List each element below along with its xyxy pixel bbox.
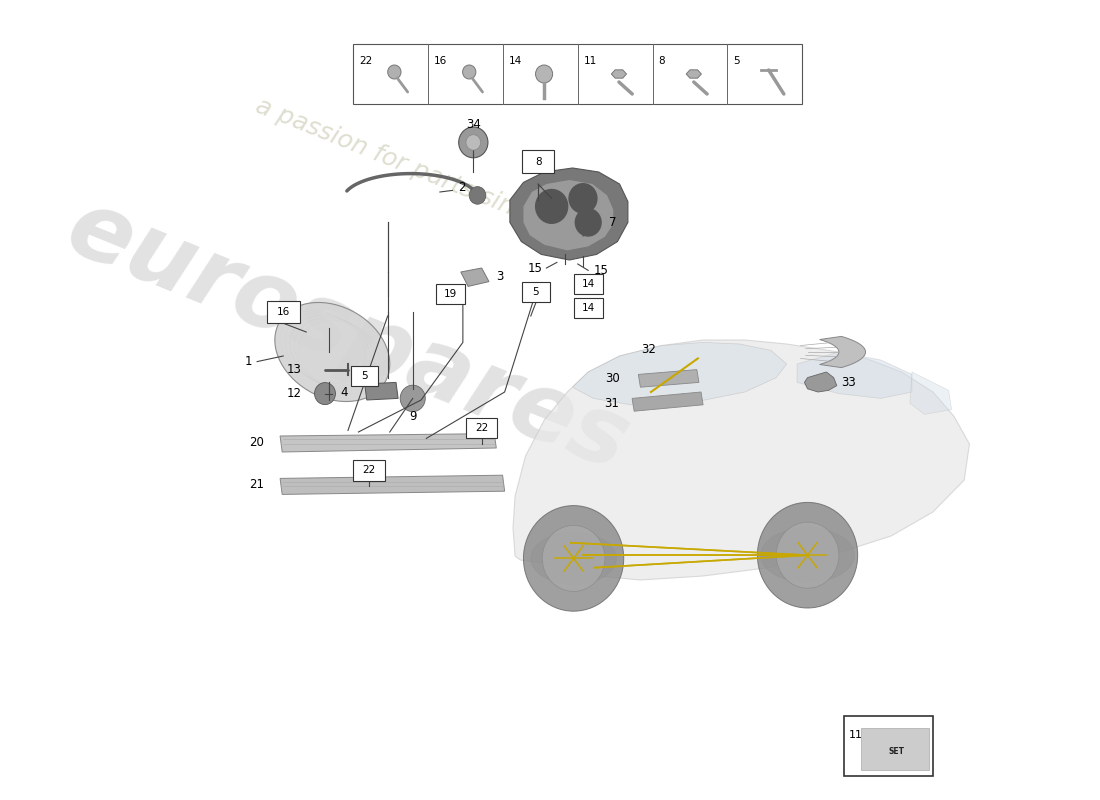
Circle shape <box>463 65 476 79</box>
Bar <box>266 301 300 323</box>
Text: 14: 14 <box>508 56 521 66</box>
Circle shape <box>536 65 552 83</box>
Circle shape <box>315 382 336 405</box>
Circle shape <box>459 127 488 158</box>
Circle shape <box>569 183 597 214</box>
Text: 5: 5 <box>734 56 740 66</box>
Text: a passion for parts since 1985: a passion for parts since 1985 <box>252 94 612 258</box>
Text: 8: 8 <box>535 157 541 166</box>
Polygon shape <box>461 268 490 286</box>
Text: 8: 8 <box>658 56 664 66</box>
Bar <box>353 44 802 104</box>
Text: 15: 15 <box>527 262 542 274</box>
Polygon shape <box>910 372 952 414</box>
Polygon shape <box>612 70 627 78</box>
Polygon shape <box>524 180 614 250</box>
Text: 21: 21 <box>250 478 264 491</box>
Text: 32: 32 <box>641 343 656 356</box>
Polygon shape <box>513 340 969 580</box>
Text: 33: 33 <box>842 376 856 389</box>
Text: 31: 31 <box>605 397 619 410</box>
Text: 34: 34 <box>466 118 481 130</box>
Text: 22: 22 <box>362 466 375 475</box>
Circle shape <box>470 186 486 204</box>
Bar <box>522 282 550 302</box>
Polygon shape <box>572 342 786 406</box>
Polygon shape <box>804 372 837 392</box>
Text: 11: 11 <box>583 56 596 66</box>
Bar <box>522 150 553 173</box>
Polygon shape <box>280 434 496 452</box>
Text: 11: 11 <box>849 730 862 740</box>
Polygon shape <box>632 392 703 411</box>
Bar <box>573 298 603 318</box>
Text: 16: 16 <box>433 56 447 66</box>
Circle shape <box>542 526 605 591</box>
Polygon shape <box>280 475 505 494</box>
Text: 5: 5 <box>362 371 369 381</box>
Polygon shape <box>365 382 398 400</box>
Text: 1: 1 <box>244 355 252 368</box>
Polygon shape <box>686 70 702 78</box>
Bar <box>861 728 930 770</box>
Circle shape <box>777 522 839 588</box>
Polygon shape <box>820 336 866 368</box>
Text: 7: 7 <box>609 216 617 229</box>
Text: 14: 14 <box>582 303 595 313</box>
Text: 12: 12 <box>287 387 303 400</box>
Text: 15: 15 <box>593 264 608 277</box>
Text: SET: SET <box>888 747 904 757</box>
Circle shape <box>387 65 402 79</box>
Text: 22: 22 <box>359 56 372 66</box>
Circle shape <box>535 189 569 224</box>
Circle shape <box>758 502 858 608</box>
Bar <box>436 284 465 304</box>
Polygon shape <box>638 370 698 387</box>
Ellipse shape <box>275 302 389 402</box>
Text: 5: 5 <box>532 287 539 297</box>
Text: eurospares: eurospares <box>54 182 642 490</box>
Circle shape <box>524 506 624 611</box>
Bar <box>466 418 497 438</box>
Bar <box>351 366 378 386</box>
Text: 30: 30 <box>605 372 619 385</box>
Text: 4: 4 <box>341 386 348 398</box>
Text: 2: 2 <box>458 181 465 194</box>
Ellipse shape <box>760 528 855 582</box>
Text: 22: 22 <box>475 423 488 433</box>
Polygon shape <box>798 352 912 398</box>
Circle shape <box>574 208 602 237</box>
Bar <box>353 460 385 481</box>
Polygon shape <box>510 168 628 260</box>
Bar <box>573 274 603 294</box>
Text: 14: 14 <box>582 279 595 289</box>
Circle shape <box>466 134 481 150</box>
Text: 20: 20 <box>250 436 264 449</box>
Circle shape <box>400 385 426 411</box>
Ellipse shape <box>531 533 616 584</box>
Bar <box>844 716 933 776</box>
Text: 13: 13 <box>287 363 303 376</box>
Text: 19: 19 <box>443 290 456 299</box>
Text: 3: 3 <box>496 270 504 282</box>
Text: 16: 16 <box>276 307 289 317</box>
Text: 9: 9 <box>409 410 417 422</box>
